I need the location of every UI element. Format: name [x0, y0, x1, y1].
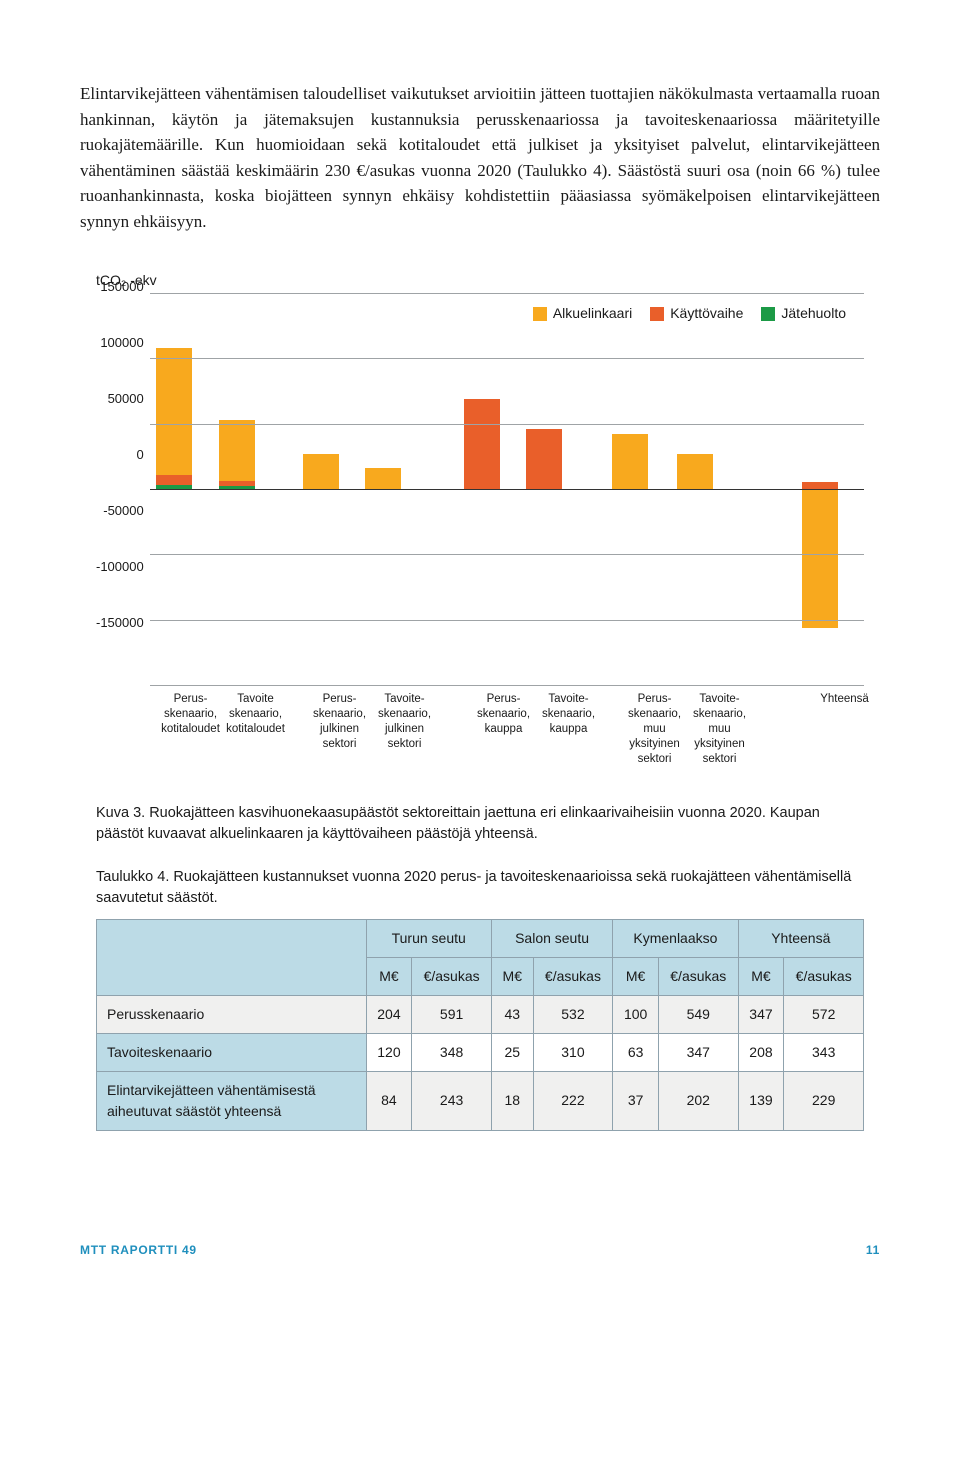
cost-table: Turun seutuSalon seutuKymenlaaksoYhteens…: [96, 919, 864, 1131]
bar-segment: [219, 420, 255, 481]
bar-segment: [802, 482, 838, 489]
chart-plot-area: AlkuelinkaariKäyttövaiheJätehuolto: [150, 293, 864, 686]
gridline: [150, 685, 864, 686]
table-unit-header: M€: [613, 957, 659, 995]
body-paragraph: Elintarvikejätteen vähentämisen taloudel…: [80, 81, 880, 234]
gridline: [150, 293, 864, 294]
bar-segment: [156, 475, 192, 485]
table-cell: 347: [659, 1033, 739, 1071]
y-tick-label: -150000: [96, 623, 144, 679]
bar-segment: [464, 399, 500, 489]
chart-y-label: tCO₂ -ekv: [96, 270, 864, 291]
table-cell: 549: [659, 995, 739, 1033]
table-cell: 343: [784, 1033, 864, 1071]
table-cell: 63: [613, 1033, 659, 1071]
bar-segment: [802, 489, 838, 628]
table-cell: 139: [738, 1071, 784, 1130]
gridline: [150, 489, 864, 490]
table-region-header: Salon seutu: [491, 919, 612, 957]
bar-segment: [526, 429, 562, 489]
gridline: [150, 358, 864, 359]
figure-caption: Kuva 3. Ruokajätteen kasvihuonekaasupääs…: [96, 803, 864, 845]
chart-x-axis: Perus-skenaario,kotitaloudetTavoiteskena…: [158, 692, 864, 767]
table-cell: 204: [366, 995, 412, 1033]
table-cell: 208: [738, 1033, 784, 1071]
table-cell: 222: [533, 1071, 613, 1130]
emissions-chart: tCO₂ -ekv 150000100000500000-50000-10000…: [96, 270, 864, 767]
bar-segment: [612, 434, 648, 489]
x-tick-label: Perus-skenaario,kauppa: [471, 692, 536, 767]
x-tick-label: Perus-skenaario,muuyksityinensektori: [622, 692, 687, 767]
bar-segment: [677, 454, 713, 489]
x-tick-label: Perus-skenaario,kotitaloudet: [158, 692, 223, 767]
x-tick-label: Tavoite-skenaario,julkinensektori: [372, 692, 437, 767]
x-tick-label: Yhteensä: [792, 692, 897, 767]
page: Elintarvikejätteen vähentämisen taloudel…: [0, 0, 960, 1463]
table-cell: 243: [412, 1071, 492, 1130]
table-unit-header: M€: [491, 957, 533, 995]
table-row-label: Elintarvikejätteen vähentämisestä aiheut…: [97, 1071, 367, 1130]
table-cell: 84: [366, 1071, 412, 1130]
gridline: [150, 424, 864, 425]
table-unit-header: €/asukas: [533, 957, 613, 995]
table-cell: 120: [366, 1033, 412, 1071]
x-tick-label: Tavoite-skenaario,muuyksityinensektori: [687, 692, 752, 767]
table-row-label: Tavoiteskenaario: [97, 1033, 367, 1071]
table-unit-header: M€: [366, 957, 412, 995]
bar-segment: [156, 348, 192, 475]
bar-segment: [219, 481, 255, 486]
table-cell: 347: [738, 995, 784, 1033]
table-cell: 202: [659, 1071, 739, 1130]
table-cell: 37: [613, 1071, 659, 1130]
table-cell: 25: [491, 1033, 533, 1071]
table-cell: 229: [784, 1071, 864, 1130]
table-cell: 348: [412, 1033, 492, 1071]
bar-segment: [303, 454, 339, 489]
table-caption: Taulukko 4. Ruokajätteen kustannukset vu…: [96, 867, 864, 909]
gridline: [150, 554, 864, 555]
footer-page-number: 11: [866, 1241, 880, 1259]
table-region-header: Turun seutu: [366, 919, 491, 957]
x-tick-label: Tavoiteskenaario,kotitaloudet: [223, 692, 288, 767]
table-cell: 43: [491, 995, 533, 1033]
table-unit-header: €/asukas: [412, 957, 492, 995]
table-cell: 18: [491, 1071, 533, 1130]
table-cell: 100: [613, 995, 659, 1033]
table-blank-header: [97, 919, 367, 995]
table-unit-header: €/asukas: [659, 957, 739, 995]
table-unit-header: €/asukas: [784, 957, 864, 995]
footer-report: MTT RAPORTTI 49: [80, 1241, 197, 1259]
table-cell: 572: [784, 995, 864, 1033]
bar-segment: [365, 468, 401, 489]
page-footer: MTT RAPORTTI 49 11: [80, 1241, 880, 1259]
table-region-header: Kymenlaakso: [613, 919, 738, 957]
gridline: [150, 620, 864, 621]
table-unit-header: M€: [738, 957, 784, 995]
table-cell: 591: [412, 995, 492, 1033]
table-cell: 532: [533, 995, 613, 1033]
x-tick-label: Tavoite-skenaario,kauppa: [536, 692, 601, 767]
table-row-label: Perusskenaario: [97, 995, 367, 1033]
table-cell: 310: [533, 1033, 613, 1071]
table-region-header: Yhteensä: [738, 919, 863, 957]
chart-y-axis: 150000100000500000-50000-100000-150000: [96, 293, 150, 686]
x-tick-label: Perus-skenaario,julkinensektori: [307, 692, 372, 767]
